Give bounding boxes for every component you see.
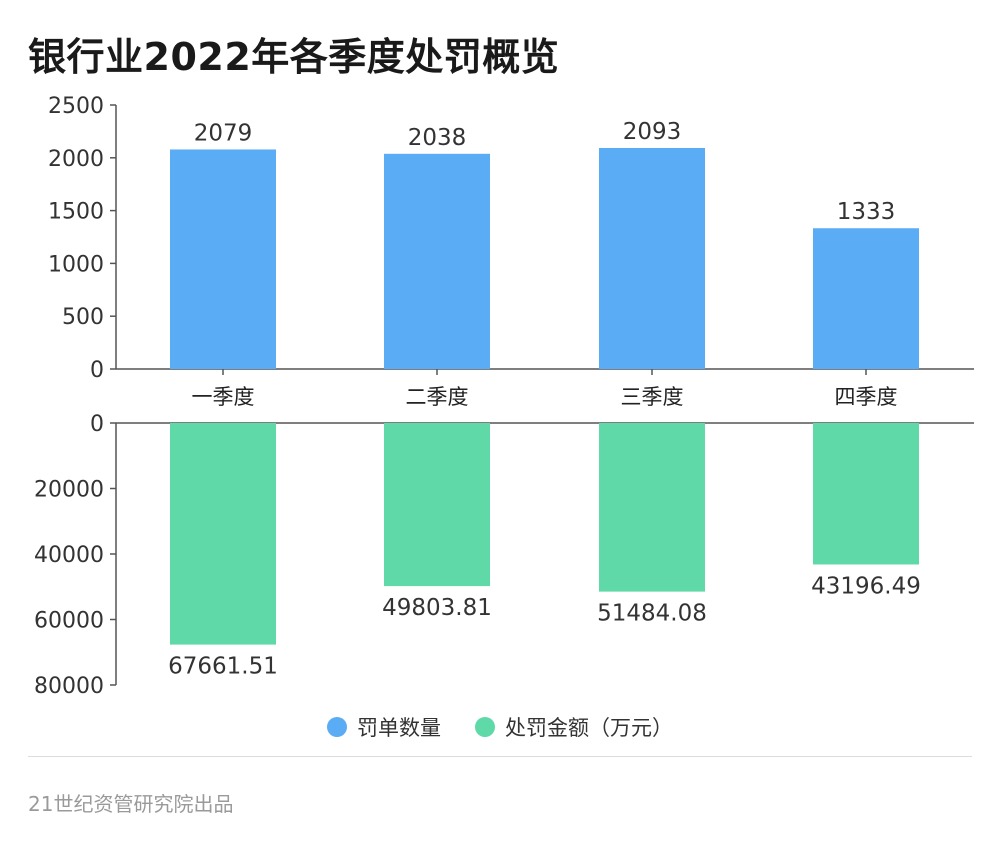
lower-y-tick-label: 20000 (34, 478, 104, 503)
bar-penalty-count (813, 228, 919, 369)
category-label: 四季度 (835, 385, 898, 409)
bar-penalty-count (170, 149, 276, 369)
upper-y-tick-label: 0 (90, 358, 104, 383)
data-label-penalty-amount: 51484.08 (597, 601, 707, 627)
bar-penalty-amount (170, 423, 276, 645)
legend-swatch-green (475, 717, 495, 737)
data-label-penalty-count: 2079 (194, 120, 253, 146)
upper-y-tick-label: 2500 (48, 94, 104, 119)
category-label: 二季度 (406, 385, 469, 409)
bar-chart: 0 500 1000 1500 2000 2500 0 20000 40000 60000 8000… (34, 94, 974, 699)
data-label-penalty-amount: 49803.81 (382, 595, 492, 621)
legend-item-penalty-count[interactable]: 罚单数量 (327, 712, 441, 742)
chart-title: 银行业2022年各季度处罚概览 (28, 35, 560, 79)
upper-y-tick-label: 1500 (48, 200, 104, 225)
legend-swatch-blue (327, 717, 347, 737)
legend-label: 处罚金额（万元） (505, 716, 673, 740)
data-label-penalty-count: 2038 (408, 125, 467, 151)
bar-penalty-amount (813, 423, 919, 565)
source-credit: 21世纪资管研究院出品 (28, 792, 234, 816)
legend-item-penalty-amount[interactable]: 处罚金额（万元） (475, 712, 673, 742)
data-label-penalty-amount: 67661.51 (168, 654, 278, 680)
bar-penalty-count (384, 153, 490, 369)
data-label-penalty-amount: 43196.49 (811, 573, 921, 599)
footer-divider (28, 756, 972, 757)
lower-y-tick-label: 80000 (34, 674, 104, 699)
upper-y-tick-label: 500 (62, 305, 104, 330)
bar-penalty-count (599, 147, 705, 369)
lower-y-tick-label: 40000 (34, 543, 104, 568)
upper-y-tick-label: 1000 (48, 252, 104, 277)
bar-penalty-amount (384, 423, 490, 587)
category-label: 三季度 (621, 385, 684, 409)
legend: 罚单数量 处罚金额（万元） (0, 712, 1000, 742)
category-label: 一季度 (192, 385, 255, 409)
lower-y-tick-label: 60000 (34, 609, 104, 634)
lower-y-tick-label: 0 (90, 412, 104, 437)
data-label-penalty-count: 2093 (623, 119, 682, 145)
upper-y-tick-label: 2000 (48, 147, 104, 172)
legend-label: 罚单数量 (357, 716, 441, 740)
data-label-penalty-count: 1333 (837, 199, 896, 225)
bar-penalty-amount (599, 423, 705, 592)
